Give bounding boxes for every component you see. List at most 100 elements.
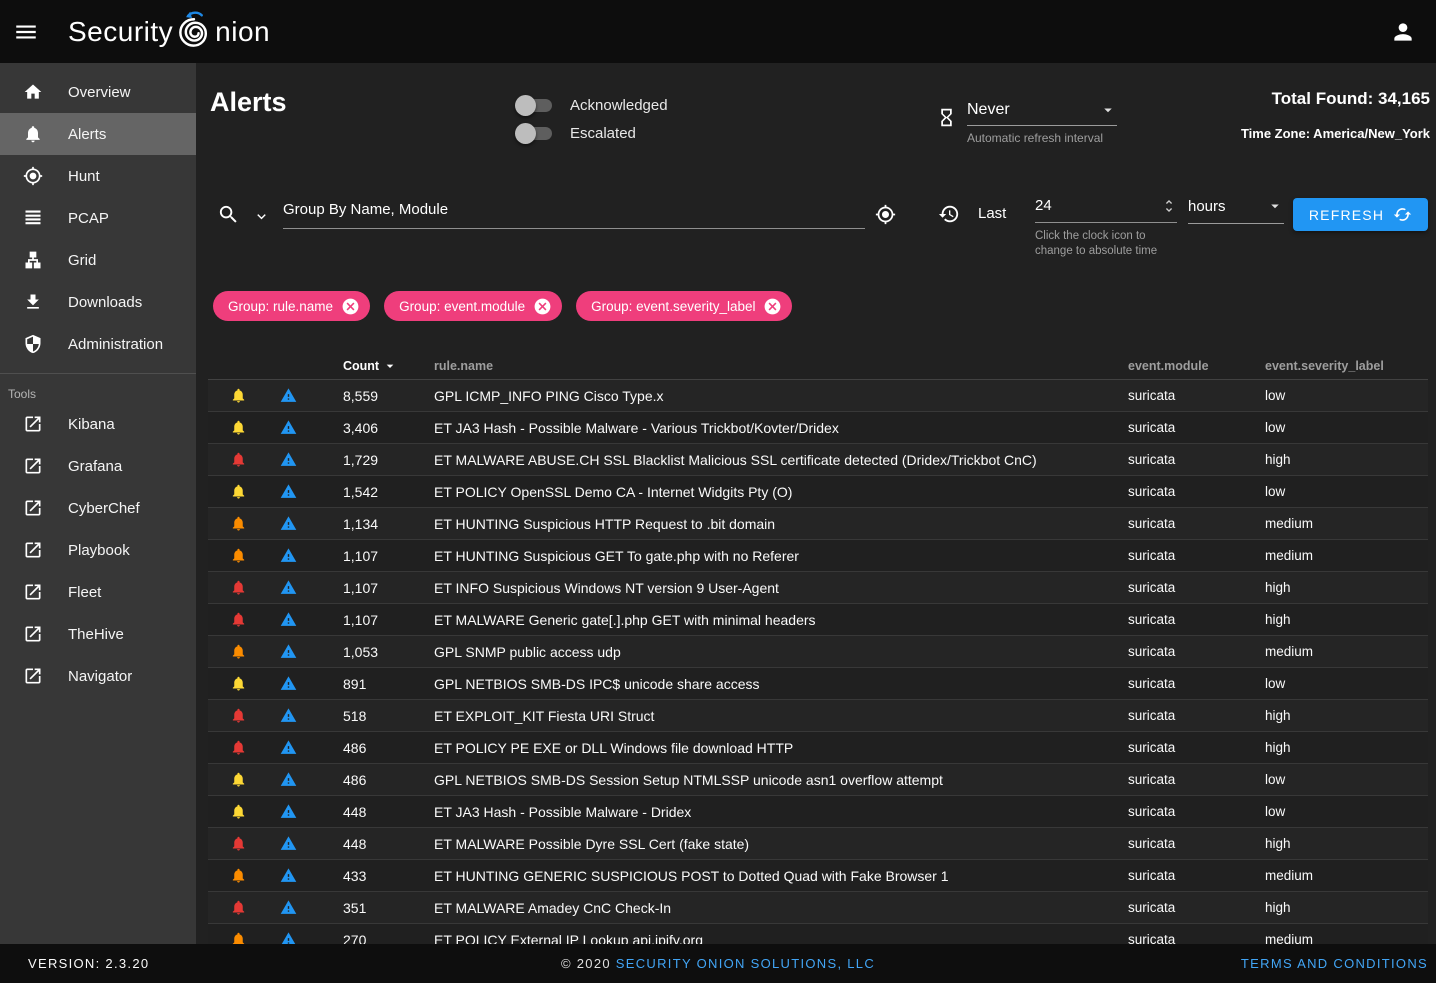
alert-info-triangle-icon[interactable] bbox=[280, 579, 297, 596]
alerts-header: Alerts Acknowledged Escalated Never Auto… bbox=[196, 63, 1436, 185]
refresh-button[interactable]: REFRESH bbox=[1293, 198, 1428, 231]
table-row[interactable]: 891 GPL NETBIOS SMB-DS IPC$ unicode shar… bbox=[208, 668, 1428, 700]
table-row[interactable]: 1,107 ET HUNTING Suspicious GET To gate.… bbox=[208, 540, 1428, 572]
alert-info-triangle-icon[interactable] bbox=[280, 643, 297, 660]
filter-chip[interactable]: Group: event.severity_label bbox=[576, 291, 793, 321]
severity-bell-icon[interactable] bbox=[230, 419, 247, 436]
menu-icon[interactable] bbox=[13, 19, 39, 45]
clock-history-icon[interactable] bbox=[938, 203, 960, 225]
external-link-icon bbox=[23, 456, 43, 476]
severity-bell-icon[interactable] bbox=[230, 579, 247, 596]
hourglass-icon[interactable] bbox=[936, 107, 957, 128]
column-header-rule-name[interactable]: rule.name bbox=[434, 358, 494, 373]
sidebar-item-grid[interactable]: Grid bbox=[0, 239, 196, 281]
tools-section-label: Tools bbox=[8, 387, 37, 401]
alert-info-triangle-icon[interactable] bbox=[280, 707, 297, 724]
alert-info-triangle-icon[interactable] bbox=[280, 771, 297, 788]
alert-info-triangle-icon[interactable] bbox=[280, 675, 297, 692]
toggle-track[interactable] bbox=[515, 94, 552, 116]
timerange-value[interactable]: 24 bbox=[1035, 197, 1052, 214]
alert-info-triangle-icon[interactable] bbox=[280, 899, 297, 916]
table-row[interactable]: 351 ET MALWARE Amadey CnC Check-In suric… bbox=[208, 892, 1428, 924]
tool-item-navigator[interactable]: Navigator bbox=[0, 655, 196, 697]
filter-chip[interactable]: Group: event.module bbox=[384, 291, 563, 321]
company-link[interactable]: SECURITY ONION SOLUTIONS, LLC bbox=[615, 956, 876, 971]
search-input[interactable]: Group By Name, Module bbox=[283, 197, 865, 229]
alert-info-triangle-icon[interactable] bbox=[280, 387, 297, 404]
table-row[interactable]: 1,107 ET INFO Suspicious Windows NT vers… bbox=[208, 572, 1428, 604]
severity-bell-icon[interactable] bbox=[230, 387, 247, 404]
table-row[interactable]: 448 ET MALWARE Possible Dyre SSL Cert (f… bbox=[208, 828, 1428, 860]
table-row[interactable]: 486 ET POLICY PE EXE or DLL Windows file… bbox=[208, 732, 1428, 764]
sidebar-item-pcap[interactable]: PCAP bbox=[0, 197, 196, 239]
tool-item-kibana[interactable]: Kibana bbox=[0, 403, 196, 445]
table-row[interactable]: 8,559 GPL ICMP_INFO PING Cisco Type.x su… bbox=[208, 380, 1428, 412]
query-presets-chevron-icon[interactable] bbox=[253, 208, 270, 225]
table-row[interactable]: 486 GPL NETBIOS SMB-DS Session Setup NTM… bbox=[208, 764, 1428, 796]
alert-info-triangle-icon[interactable] bbox=[280, 515, 297, 532]
alert-info-triangle-icon[interactable] bbox=[280, 739, 297, 756]
alert-info-triangle-icon[interactable] bbox=[280, 451, 297, 468]
severity-bell-icon[interactable] bbox=[230, 899, 247, 916]
severity-bell-icon[interactable] bbox=[230, 611, 247, 628]
user-account-icon[interactable] bbox=[1390, 19, 1416, 45]
severity-bell-icon[interactable] bbox=[230, 835, 247, 852]
chip-close-icon[interactable] bbox=[533, 297, 552, 316]
tool-item-thehive[interactable]: TheHive bbox=[0, 613, 196, 655]
severity-bell-icon[interactable] bbox=[230, 771, 247, 788]
severity-bell-icon[interactable] bbox=[230, 675, 247, 692]
severity-bell-icon[interactable] bbox=[230, 867, 247, 884]
severity-bell-icon[interactable] bbox=[230, 739, 247, 756]
acknowledged-toggle[interactable]: Acknowledged bbox=[515, 91, 668, 119]
chip-close-icon[interactable] bbox=[341, 297, 360, 316]
column-header-event-module[interactable]: event.module bbox=[1128, 358, 1209, 373]
stepper-icon[interactable] bbox=[1161, 198, 1177, 214]
cell-count: 1,542 bbox=[343, 483, 379, 500]
sidebar-item-overview[interactable]: Overview bbox=[0, 71, 196, 113]
cell-count: 1,729 bbox=[343, 451, 379, 468]
alert-info-triangle-icon[interactable] bbox=[280, 547, 297, 564]
table-row[interactable]: 1,134 ET HUNTING Suspicious HTTP Request… bbox=[208, 508, 1428, 540]
toggle-track[interactable] bbox=[515, 122, 552, 144]
sidebar-item-hunt[interactable]: Hunt bbox=[0, 155, 196, 197]
severity-bell-icon[interactable] bbox=[230, 643, 247, 660]
alert-info-triangle-icon[interactable] bbox=[280, 483, 297, 500]
tool-item-playbook[interactable]: Playbook bbox=[0, 529, 196, 571]
tool-item-cyberchef[interactable]: CyberChef bbox=[0, 487, 196, 529]
table-row[interactable]: 1,107 ET MALWARE Generic gate[.].php GET… bbox=[208, 604, 1428, 636]
sidebar-item-alerts[interactable]: Alerts bbox=[0, 113, 196, 155]
severity-bell-icon[interactable] bbox=[230, 547, 247, 564]
terms-link[interactable]: TERMS AND CONDITIONS bbox=[1240, 956, 1428, 971]
table-row[interactable]: 448 ET JA3 Hash - Possible Malware - Dri… bbox=[208, 796, 1428, 828]
table-row[interactable]: 1,729 ET MALWARE ABUSE.CH SSL Blacklist … bbox=[208, 444, 1428, 476]
severity-bell-icon[interactable] bbox=[230, 483, 247, 500]
alert-info-triangle-icon[interactable] bbox=[280, 867, 297, 884]
table-row[interactable]: 518 ET EXPLOIT_KIT Fiesta URI Struct sur… bbox=[208, 700, 1428, 732]
table-row[interactable]: 1,542 ET POLICY OpenSSL Demo CA - Intern… bbox=[208, 476, 1428, 508]
alert-info-triangle-icon[interactable] bbox=[280, 419, 297, 436]
search-icon[interactable] bbox=[217, 203, 240, 226]
escalated-toggle[interactable]: Escalated bbox=[515, 119, 668, 147]
alert-info-triangle-icon[interactable] bbox=[280, 835, 297, 852]
column-header-severity[interactable]: event.severity_label bbox=[1265, 358, 1384, 373]
filter-chip[interactable]: Group: rule.name bbox=[213, 291, 371, 321]
tool-item-fleet[interactable]: Fleet bbox=[0, 571, 196, 613]
severity-bell-icon[interactable] bbox=[230, 451, 247, 468]
chip-close-icon[interactable] bbox=[763, 297, 782, 316]
sidebar-item-downloads[interactable]: Downloads bbox=[0, 281, 196, 323]
sidebar-item-administration[interactable]: Administration bbox=[0, 323, 196, 365]
severity-bell-icon[interactable] bbox=[230, 707, 247, 724]
severity-bell-icon[interactable] bbox=[230, 515, 247, 532]
alert-info-triangle-icon[interactable] bbox=[280, 803, 297, 820]
table-row[interactable]: 433 ET HUNTING GENERIC SUSPICIOUS POST t… bbox=[208, 860, 1428, 892]
refresh-interval-select[interactable]: Never bbox=[967, 101, 1117, 126]
alert-info-triangle-icon[interactable] bbox=[280, 611, 297, 628]
table-row[interactable]: 3,406 ET JA3 Hash - Possible Malware - V… bbox=[208, 412, 1428, 444]
tool-item-grafana[interactable]: Grafana bbox=[0, 445, 196, 487]
table-row[interactable]: 1,053 GPL SNMP public access udp suricat… bbox=[208, 636, 1428, 668]
severity-bell-icon[interactable] bbox=[230, 803, 247, 820]
column-header-count[interactable]: Count bbox=[343, 358, 434, 374]
timerange-value-field[interactable]: 24 Click the clock icon to change to abs… bbox=[1035, 197, 1177, 259]
hunt-crosshair-icon[interactable] bbox=[875, 204, 896, 225]
timerange-unit-select[interactable]: hours bbox=[1188, 197, 1284, 224]
